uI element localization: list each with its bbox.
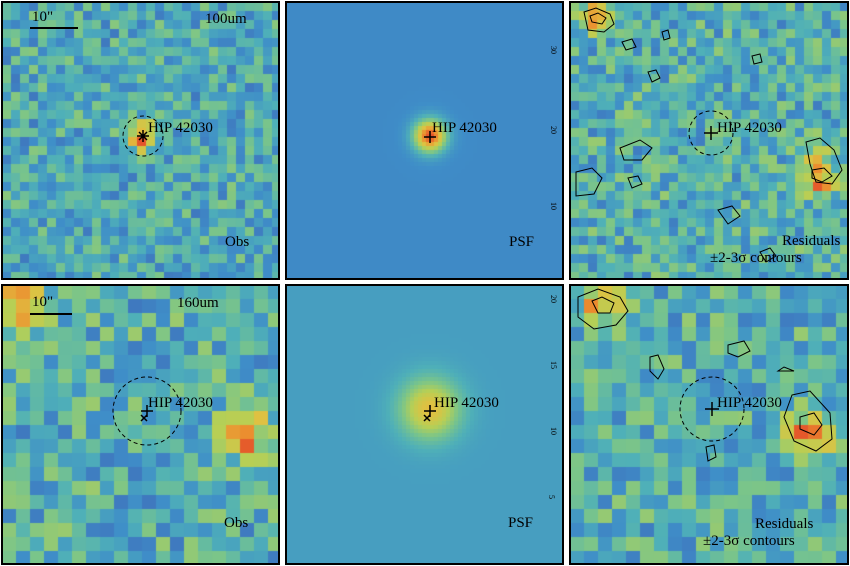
overlay-100um-residuals <box>575 7 843 263</box>
target-label: HIP 42030 <box>432 120 497 136</box>
image-100um-residuals <box>570 2 848 279</box>
image-100um-observed <box>2 2 279 279</box>
target-label: HIP 42030 <box>434 395 499 411</box>
panel-100um-psf: 30 20 10 HIP 42030 PSF <box>286 2 563 279</box>
scale-label: 10" <box>32 294 54 310</box>
image-160um-residuals <box>570 285 848 564</box>
panel-100um-observed: 10" 100um HIP 42030 Obs <box>2 2 279 279</box>
tick-label: 10 <box>549 427 558 435</box>
panel-160um-residuals: HIP 42030 Residuals ±2-3σ contours <box>570 285 848 564</box>
overlay-160um-psf <box>423 405 436 422</box>
star-position-marker <box>140 405 153 422</box>
overlay-160um-residuals <box>577 288 833 462</box>
tick-label: 20 <box>549 126 558 134</box>
star-position-marker <box>137 130 149 142</box>
psf-label: PSF <box>509 234 535 250</box>
tick-label: 10 <box>549 202 558 210</box>
tick-label: 20 <box>549 295 558 303</box>
residual-contours <box>575 7 843 263</box>
image-160um-observed <box>2 285 279 564</box>
scale-label: 10" <box>32 9 54 25</box>
aperture-circle <box>688 110 734 156</box>
panel-100um-residuals: HIP 42030 Residuals ±2-3σ contours <box>570 2 848 279</box>
star-position-marker <box>704 126 718 140</box>
panel-160um-psf: 20 15 10 5 HIP 42030 PSF <box>286 285 563 564</box>
band-label: 100um <box>205 11 247 27</box>
contours-label: ±2-3σ contours <box>710 250 802 266</box>
residuals-label: Residuals <box>782 233 841 249</box>
star-position-marker <box>705 402 719 416</box>
contours-label: ±2-3σ contours <box>703 533 795 549</box>
image-160um-psf <box>286 285 563 564</box>
overlay-100um-psf <box>424 131 436 143</box>
obs-label: Obs <box>225 234 250 250</box>
target-label: HIP 42030 <box>148 395 213 411</box>
star-position-marker <box>424 131 436 143</box>
panel-160um-observed: 10" 160um HIP 42030 Obs <box>2 285 279 564</box>
psf-label: PSF <box>508 515 534 531</box>
obs-label: Obs <box>224 515 249 531</box>
aperture-circle <box>679 376 745 442</box>
image-100um-psf <box>286 2 563 279</box>
overlay-100um-observed <box>30 27 164 157</box>
tick-label: 5 <box>547 495 556 499</box>
tick-label: 15 <box>549 361 558 369</box>
overlay-160um-observed <box>30 313 182 446</box>
aperture-circle <box>112 376 182 446</box>
band-label: 160um <box>177 295 219 311</box>
target-label: HIP 42030 <box>148 120 213 136</box>
target-label: HIP 42030 <box>717 120 782 136</box>
star-position-marker <box>423 405 436 422</box>
aperture-circle <box>122 115 164 157</box>
residual-contours <box>577 288 833 462</box>
residuals-label: Residuals <box>755 516 814 532</box>
target-label: HIP 42030 <box>717 395 782 411</box>
tick-label: 30 <box>549 46 558 54</box>
